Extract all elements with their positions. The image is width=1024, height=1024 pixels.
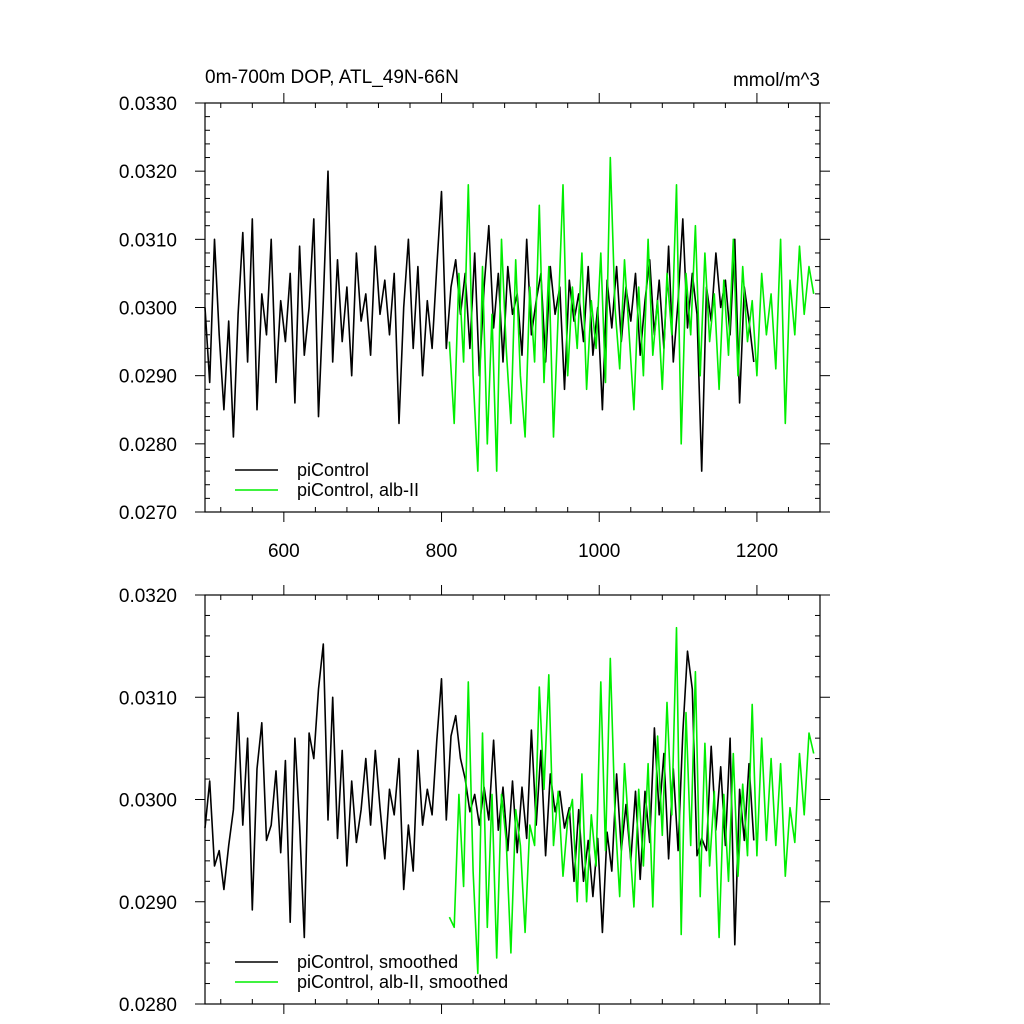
series-line-green	[448, 626, 815, 975]
top-axes: 600 800 1000 1200 0.0270 0.0280 0.0290 0.0300 0.…	[119, 93, 830, 562]
x-tick-label: 1200	[736, 541, 778, 562]
y-tick-label: 0.0320	[119, 162, 177, 183]
x-tick-label: 600	[268, 541, 300, 562]
units-label: mmol/m^3	[733, 70, 820, 91]
bottom-axes: 0.0280 0.0290 0.0300 0.0310 0.0320	[119, 585, 830, 1016]
y-tick-label: 0.0280	[119, 995, 177, 1016]
legend-label: piControl, alb-II, smoothed	[297, 972, 508, 992]
series-line-black	[204, 643, 755, 946]
top-lines	[204, 156, 815, 472]
x-tick-label: 1000	[578, 541, 620, 562]
y-tick-label: 0.0290	[119, 367, 177, 388]
bottom-panel: 0.0280 0.0290 0.0300 0.0310 0.0320 piControl…	[119, 585, 830, 1016]
y-tick-label: 0.0310	[119, 688, 177, 709]
x-tick-label: 800	[426, 541, 458, 562]
legend-label: piControl, smoothed	[297, 952, 458, 972]
y-tick-label: 0.0320	[119, 586, 177, 607]
y-tick-label: 0.0330	[119, 94, 177, 115]
y-tick-label: 0.0300	[119, 299, 177, 320]
y-tick-label: 0.0280	[119, 435, 177, 456]
top-panel: 0m-700m DOP, ATL_49N-66N mmol/m^3 600 800…	[119, 67, 830, 562]
y-tick-label: 0.0300	[119, 791, 177, 812]
legend-label: piControl, alb-II	[297, 480, 419, 500]
legend-label: piControl	[297, 460, 369, 480]
chart-title: 0m-700m DOP, ATL_49N-66N	[205, 67, 459, 88]
bottom-lines	[204, 626, 815, 975]
y-tick-label: 0.0290	[119, 893, 177, 914]
y-tick-label: 0.0310	[119, 230, 177, 251]
series-line-green	[448, 156, 815, 472]
y-tick-label: 0.0270	[119, 503, 177, 524]
